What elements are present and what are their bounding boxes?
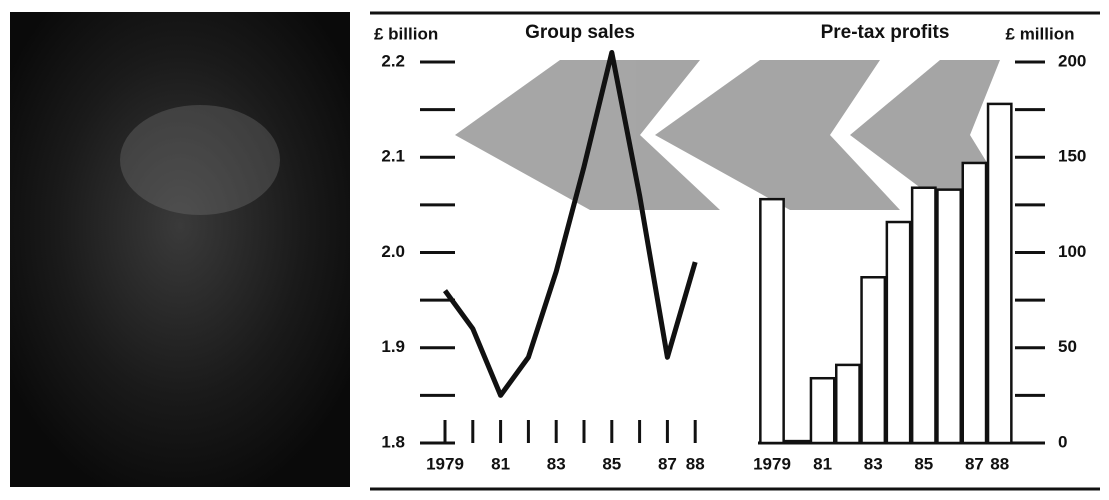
x-tick-label: 83 — [547, 454, 566, 473]
bar — [887, 222, 910, 443]
x-tick-label: 1979 — [426, 454, 464, 473]
y-tick-label: 100 — [1058, 242, 1086, 261]
chart-title: Group sales — [525, 22, 635, 43]
bar — [963, 163, 986, 443]
y-tick-label: 2.1 — [381, 147, 405, 166]
bar — [811, 378, 834, 443]
photo — [10, 12, 350, 487]
page: £ billion Group sales Pre-tax profits £ … — [0, 0, 1109, 495]
y-tick-label: 1.9 — [381, 337, 405, 356]
y-tick-label: 2.2 — [381, 51, 405, 70]
bar — [862, 277, 885, 443]
x-tick-label: 87 — [658, 454, 677, 473]
x-tick-label: 88 — [686, 454, 705, 473]
y-tick-label: 1.8 — [381, 432, 405, 451]
y-tick-label: 0 — [1058, 432, 1067, 451]
photo-highlight — [120, 105, 280, 215]
x-tick-label: 81 — [813, 454, 832, 473]
bar — [836, 365, 859, 443]
y-tick-label: 50 — [1058, 337, 1077, 356]
x-tick-label: 87 — [965, 454, 984, 473]
x-tick-label: 1979 — [753, 454, 791, 473]
bar — [912, 188, 935, 443]
bar — [786, 441, 809, 443]
x-tick-label: 83 — [864, 454, 883, 473]
x-tick-label: 81 — [491, 454, 510, 473]
bar — [988, 104, 1011, 443]
y-tick-label: 2.0 — [381, 242, 405, 261]
bar — [937, 190, 960, 443]
x-tick-label: 85 — [602, 454, 621, 473]
chart-title: Pre-tax profits — [821, 22, 950, 43]
y-axis-label: £ billion — [374, 24, 438, 43]
bar — [760, 199, 783, 443]
x-tick-label: 88 — [990, 454, 1009, 473]
y-tick-label: 150 — [1058, 147, 1086, 166]
y-tick-label: 200 — [1058, 51, 1086, 70]
x-tick-label: 85 — [914, 454, 933, 473]
y-axis-label: £ million — [1006, 24, 1075, 43]
